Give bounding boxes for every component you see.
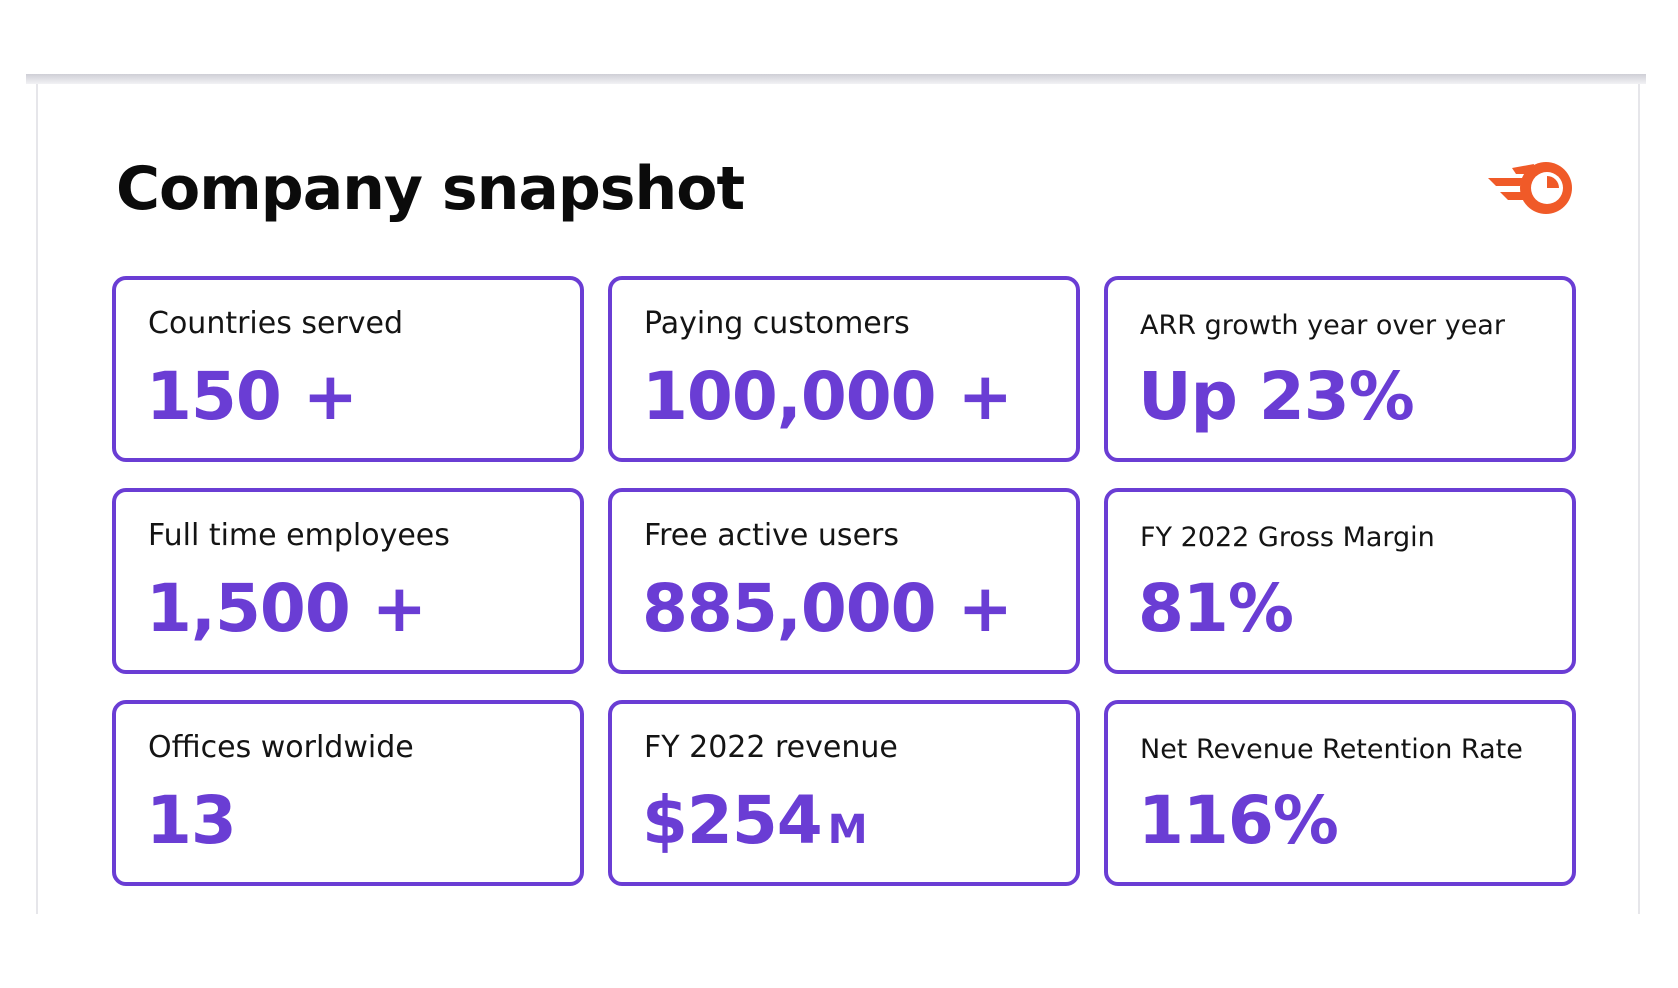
stat-value: 1,500 + (146, 570, 427, 647)
semrush-logo-icon (1488, 162, 1572, 214)
stat-label: Paying customers (644, 306, 910, 341)
stat-card-arr-growth: ARR growth year over year Up 23% (1104, 276, 1576, 462)
stat-value: 885,000 + (642, 570, 1013, 647)
slide-shadow (26, 74, 1646, 84)
stat-label: Full time employees (148, 518, 450, 553)
stat-card-revenue: FY 2022 revenue $254 M (608, 700, 1080, 886)
stat-value: 100,000 + (642, 358, 1013, 435)
stat-card-employees: Full time employees 1,500 + (112, 488, 584, 674)
stat-card-paying-customers: Paying customers 100,000 + (608, 276, 1080, 462)
stat-label: ARR growth year over year (1140, 310, 1505, 341)
stat-label: Net Revenue Retention Rate (1140, 734, 1523, 765)
stats-grid: Countries served 150 + Paying customers … (112, 276, 1576, 886)
stat-card-offices: Offices worldwide 13 (112, 700, 584, 886)
stat-value: 116% (1138, 782, 1339, 859)
stat-value: 81% (1138, 570, 1294, 647)
page-title: Company snapshot (116, 154, 745, 224)
stat-card-countries: Countries served 150 + (112, 276, 584, 462)
stat-label: FY 2022 Gross Margin (1140, 522, 1435, 553)
stat-label: Offices worldwide (148, 730, 414, 765)
stat-label: Countries served (148, 306, 404, 341)
stat-value: $254 M (642, 782, 868, 859)
stat-value: Up 23% (1138, 358, 1415, 435)
stat-card-free-users: Free active users 885,000 + (608, 488, 1080, 674)
slide: Company snapshot Countries served 150 + … (36, 84, 1640, 914)
stat-label: Free active users (644, 518, 899, 553)
stat-card-gross-margin: FY 2022 Gross Margin 81% (1104, 488, 1576, 674)
stat-value: 150 + (146, 358, 358, 435)
stat-value-unit: M (827, 807, 868, 853)
stat-value-number: $254 (642, 782, 823, 859)
stat-card-retention: Net Revenue Retention Rate 116% (1104, 700, 1576, 886)
stat-value: 13 (146, 782, 237, 859)
stat-label: FY 2022 revenue (644, 730, 898, 765)
